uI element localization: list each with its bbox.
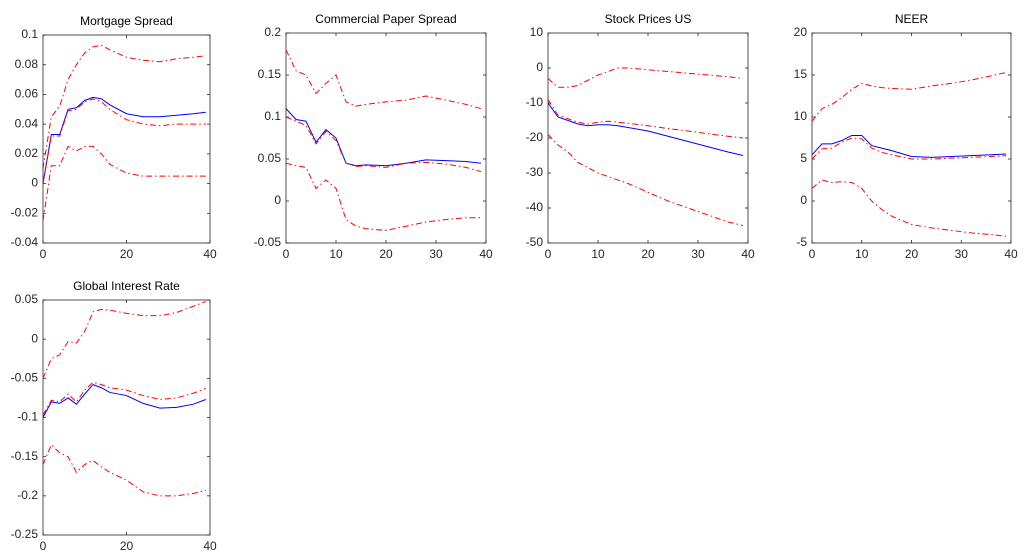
x-tick-label: 10 (329, 247, 343, 261)
y-tick-label: 0.05 (15, 292, 39, 306)
y-tick-label: 0 (31, 176, 38, 190)
series-line (811, 134, 1007, 158)
x-tick-label: 20 (120, 247, 134, 261)
y-tick-label: -0.2 (17, 488, 38, 502)
x-tick-label: 30 (955, 247, 969, 261)
series-line (285, 162, 481, 231)
x-tick-label: 0 (283, 247, 290, 261)
y-tick-label: -20 (526, 130, 544, 144)
x-tick-label: 20 (120, 539, 134, 553)
y-tick-label: 0.02 (15, 146, 39, 160)
y-tick-label: 0 (31, 331, 38, 345)
y-tick-label: -30 (526, 165, 544, 179)
x-tick-label: 40 (479, 247, 493, 261)
y-tick-label: 0 (536, 60, 543, 74)
y-tick-label: -0.02 (11, 205, 39, 219)
y-tick-label: -0.04 (11, 235, 39, 249)
series-line (547, 134, 744, 226)
chart-title: NEER (895, 12, 929, 26)
x-tick-label: 40 (741, 247, 755, 261)
x-tick-label: 10 (855, 247, 869, 261)
series-line (285, 49, 482, 110)
chart-title: Global Interest Rate (73, 279, 180, 293)
x-tick-label: 10 (591, 247, 605, 261)
plot-area (547, 32, 749, 244)
x-tick-label: 0 (809, 247, 816, 261)
x-tick-label: 40 (1004, 247, 1018, 261)
x-tick-label: 0 (40, 247, 47, 261)
y-tick-label: 10 (794, 109, 808, 123)
y-tick-label: 10 (530, 25, 544, 39)
plot-area (42, 34, 211, 244)
series-line (285, 116, 482, 173)
y-tick-label: -0.05 (254, 235, 282, 249)
y-tick-label: -40 (526, 200, 544, 214)
y-tick-label: 0.08 (15, 57, 39, 71)
plot-area (285, 32, 487, 244)
x-tick-label: 30 (429, 247, 443, 261)
y-tick-label: 0.15 (258, 67, 282, 81)
y-tick-label: 0.05 (258, 151, 282, 165)
y-tick-label: 0.2 (264, 25, 281, 39)
series-line (42, 301, 206, 379)
series-line (42, 44, 206, 169)
plot-area (811, 32, 1012, 244)
x-tick-label: 20 (379, 247, 393, 261)
y-tick-label: 5 (800, 151, 807, 165)
chart-title: Commercial Paper Spread (315, 12, 456, 26)
series-line (547, 102, 744, 156)
series-line (811, 71, 1007, 122)
y-tick-label: 0.06 (15, 87, 39, 101)
x-tick-label: 40 (203, 247, 217, 261)
y-tick-label: -0.1 (17, 410, 38, 424)
series-line (42, 381, 206, 416)
y-tick-label: 0 (274, 193, 281, 207)
series-line (42, 444, 206, 497)
chart-title: Mortgage Spread (80, 14, 173, 28)
series-line (42, 384, 206, 418)
y-tick-label: -0.15 (11, 449, 39, 463)
series-line (811, 137, 1007, 160)
y-tick-label: 0.1 (21, 27, 38, 41)
y-tick-label: 0.04 (15, 116, 39, 130)
y-tick-label: 15 (794, 67, 808, 81)
series-line (547, 67, 744, 88)
series-line (285, 108, 482, 167)
x-tick-label: 0 (545, 247, 552, 261)
x-tick-label: 0 (40, 539, 47, 553)
x-tick-label: 20 (641, 247, 655, 261)
x-tick-label: 40 (203, 539, 217, 553)
x-tick-label: 30 (691, 247, 705, 261)
series-line (42, 145, 206, 221)
y-tick-label: -0.25 (11, 527, 39, 541)
series-line (811, 179, 1007, 237)
series-line (42, 96, 206, 184)
y-tick-label: -50 (526, 235, 544, 249)
y-tick-label: 0 (800, 193, 807, 207)
chart-title: Stock Prices US (605, 12, 692, 26)
x-tick-label: 20 (905, 247, 919, 261)
y-tick-label: 0.1 (264, 109, 281, 123)
series-line (547, 99, 744, 139)
y-tick-label: 20 (794, 25, 808, 39)
y-tick-label: -10 (526, 95, 544, 109)
y-tick-label: -5 (796, 235, 807, 249)
y-tick-label: -0.05 (11, 371, 39, 385)
plot-area (42, 299, 211, 536)
